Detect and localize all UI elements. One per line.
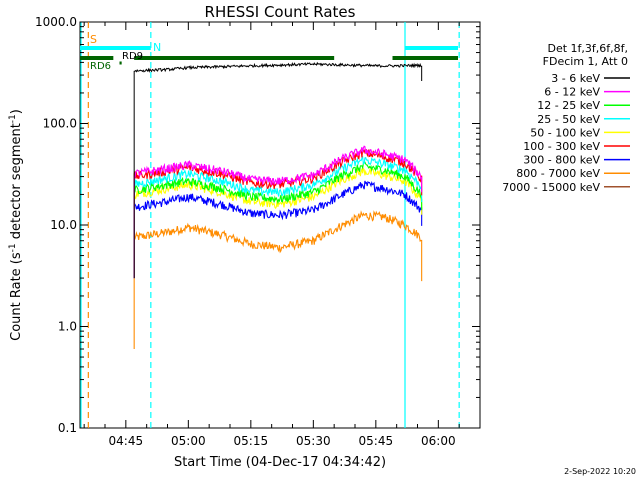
vertical-markers bbox=[80, 22, 460, 428]
y-axis-label-sup2: -1 bbox=[8, 114, 18, 123]
x-axis: 04:45 05:00 05:15 05:30 05:45 06:00 bbox=[83, 22, 481, 448]
series-line bbox=[133, 145, 423, 279]
y-axis-label-part3: ) bbox=[9, 109, 24, 114]
y-tick-label: 1000.0 bbox=[35, 15, 77, 29]
x-axis-label: Start Time (04-Dec-17 04:34:42) bbox=[174, 455, 386, 470]
annotation-label: N bbox=[153, 41, 161, 54]
legend-label: 25 - 50 keV bbox=[537, 113, 600, 126]
x-tick-label: 04:45 bbox=[109, 434, 144, 448]
x-tick-label: 05:45 bbox=[359, 434, 394, 448]
legend-label: 3 - 6 keV bbox=[551, 72, 600, 85]
x-tick-label: 05:00 bbox=[171, 434, 206, 448]
x-tick-label: 05:15 bbox=[234, 434, 269, 448]
footer-date: 2-Sep-2022 10:20 bbox=[564, 467, 636, 476]
legend-label: 800 - 7000 keV bbox=[516, 167, 600, 180]
y-axis: 0.1 1.0 10.0 100.0 1000.0 bbox=[35, 15, 480, 435]
legend-header: FDecim 1, Att 0 bbox=[543, 55, 628, 68]
x-tick-label: 05:30 bbox=[296, 434, 331, 448]
series-line bbox=[133, 167, 423, 279]
series-line bbox=[133, 61, 423, 279]
attenuator-state-bars bbox=[80, 46, 458, 65]
y-tick-label: 10.0 bbox=[50, 218, 77, 232]
y-tick-label: 100.0 bbox=[43, 117, 77, 131]
legend-label: 6 - 12 keV bbox=[544, 86, 600, 99]
series-line bbox=[133, 155, 423, 279]
y-axis-label-part2: detector segment bbox=[9, 123, 24, 243]
y-axis-label-part1: Count Rate (s bbox=[9, 252, 24, 341]
plot-area-frame bbox=[79, 21, 481, 429]
legend-label: 100 - 300 keV bbox=[523, 140, 600, 153]
series-line bbox=[133, 161, 423, 279]
x-tick-label: 06:00 bbox=[421, 434, 456, 448]
y-tick-label: 0.1 bbox=[58, 421, 77, 435]
legend-label: 50 - 100 keV bbox=[530, 126, 600, 139]
chart-annotations: S N RD6 RD9 bbox=[90, 33, 161, 72]
legend-label: 300 - 800 keV bbox=[523, 154, 600, 167]
y-axis-label-sup1: -1 bbox=[8, 243, 18, 252]
annotation-label: RD9 bbox=[122, 51, 143, 62]
legend-label: 7000 - 15000 keV bbox=[502, 181, 600, 194]
chart-title: RHESSI Count Rates bbox=[205, 3, 356, 21]
annotation-label: RD6 bbox=[90, 61, 111, 72]
y-axis-label: Count Rate (s-1 detector segment-1) bbox=[8, 109, 24, 341]
legend-header: Det 1f,3f,6f,8f, bbox=[547, 42, 628, 55]
legend-label: 12 - 25 keV bbox=[537, 99, 600, 112]
series-lines bbox=[133, 61, 423, 350]
annotation-label: S bbox=[90, 33, 97, 46]
legend: Det 1f,3f,6f,8f,FDecim 1, Att 0 3 - 6 keV… bbox=[502, 42, 630, 194]
y-tick-label: 1.0 bbox=[58, 320, 77, 334]
series-line bbox=[133, 180, 423, 279]
series-line bbox=[133, 210, 423, 350]
